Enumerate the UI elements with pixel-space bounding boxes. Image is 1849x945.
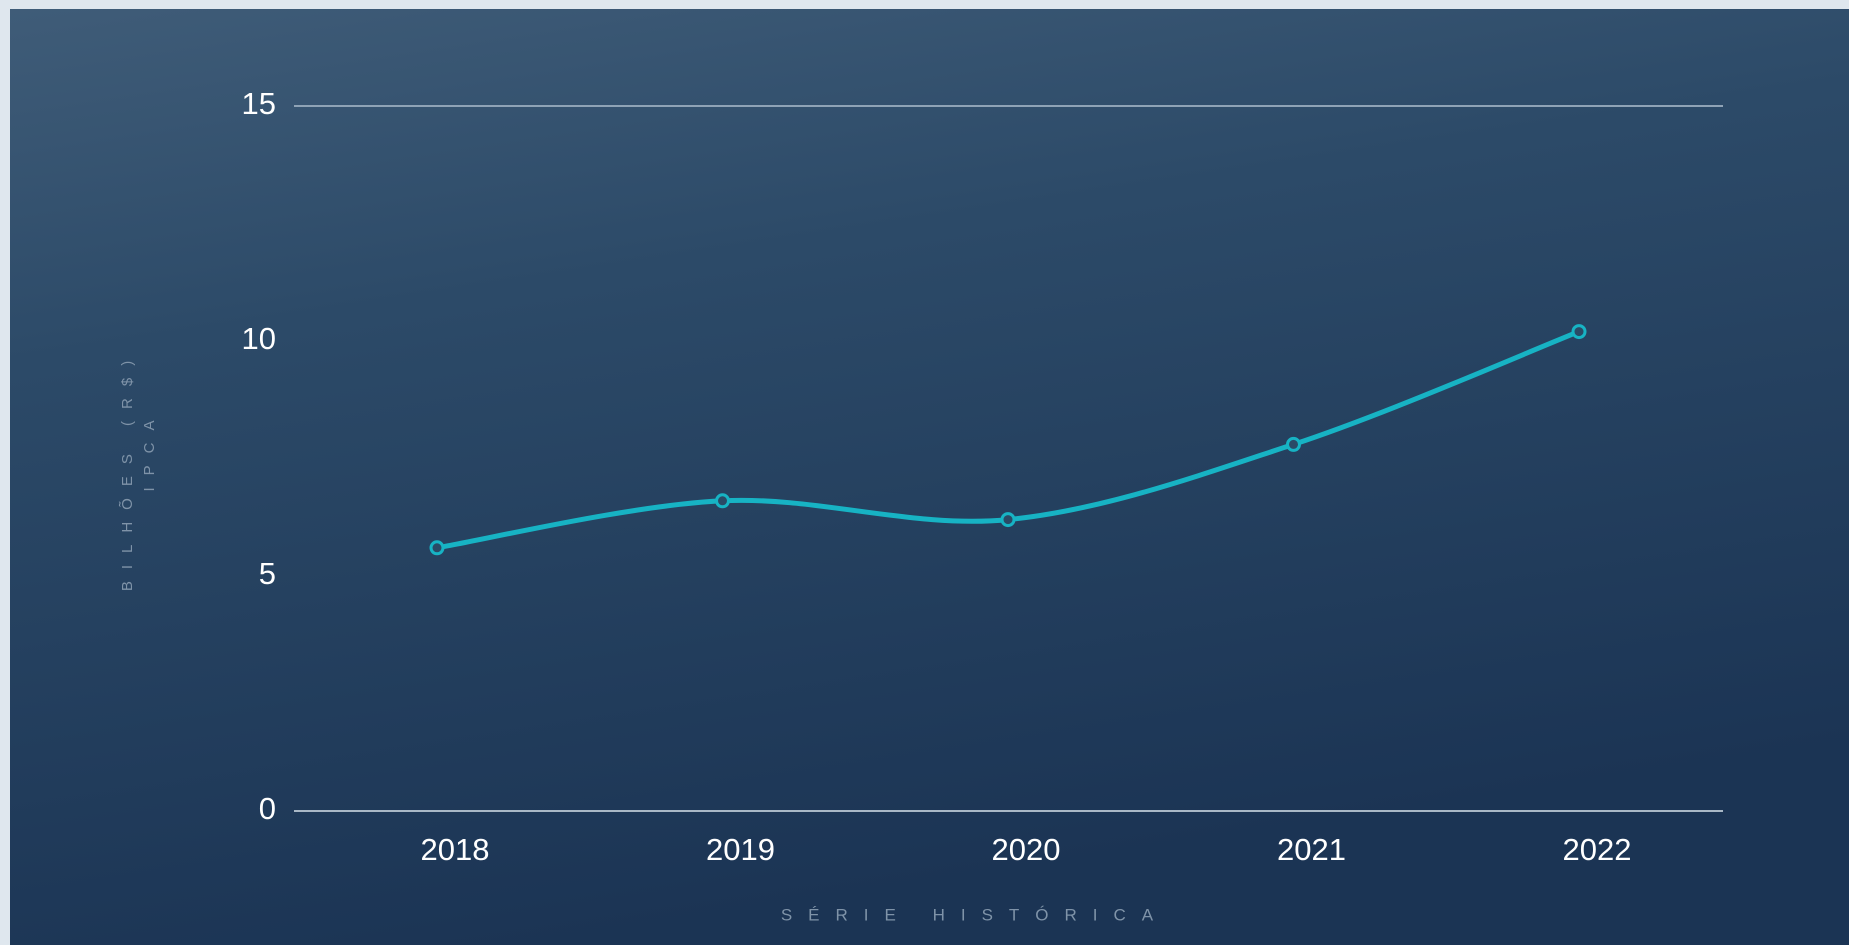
y-axis-label: IPCA (141, 408, 158, 491)
y-tick-label: 10 (242, 321, 276, 356)
data-point (715, 493, 730, 509)
y-tick-label: 5 (259, 556, 276, 591)
data-point (429, 540, 445, 556)
background-panel (10, 9, 1849, 945)
data-point (1286, 436, 1301, 452)
data-point (1571, 324, 1587, 340)
x-tick-label: 2021 (1277, 832, 1346, 867)
data-point (1000, 512, 1016, 528)
x-tick-label: 2019 (706, 832, 775, 867)
y-axis-label: BILHÕES (R$) (119, 349, 136, 591)
x-tick-label: 2020 (992, 832, 1061, 867)
y-axis-title: BILHÕES (R$) IPCA (119, 349, 158, 591)
x-tick-label: 2022 (1563, 832, 1632, 867)
y-tick-label: 15 (242, 86, 276, 121)
y-tick-label: 0 (259, 791, 276, 826)
x-axis-title: SÉRIE HISTÓRICA (781, 905, 1169, 924)
x-tick-label: 2018 (421, 832, 490, 867)
